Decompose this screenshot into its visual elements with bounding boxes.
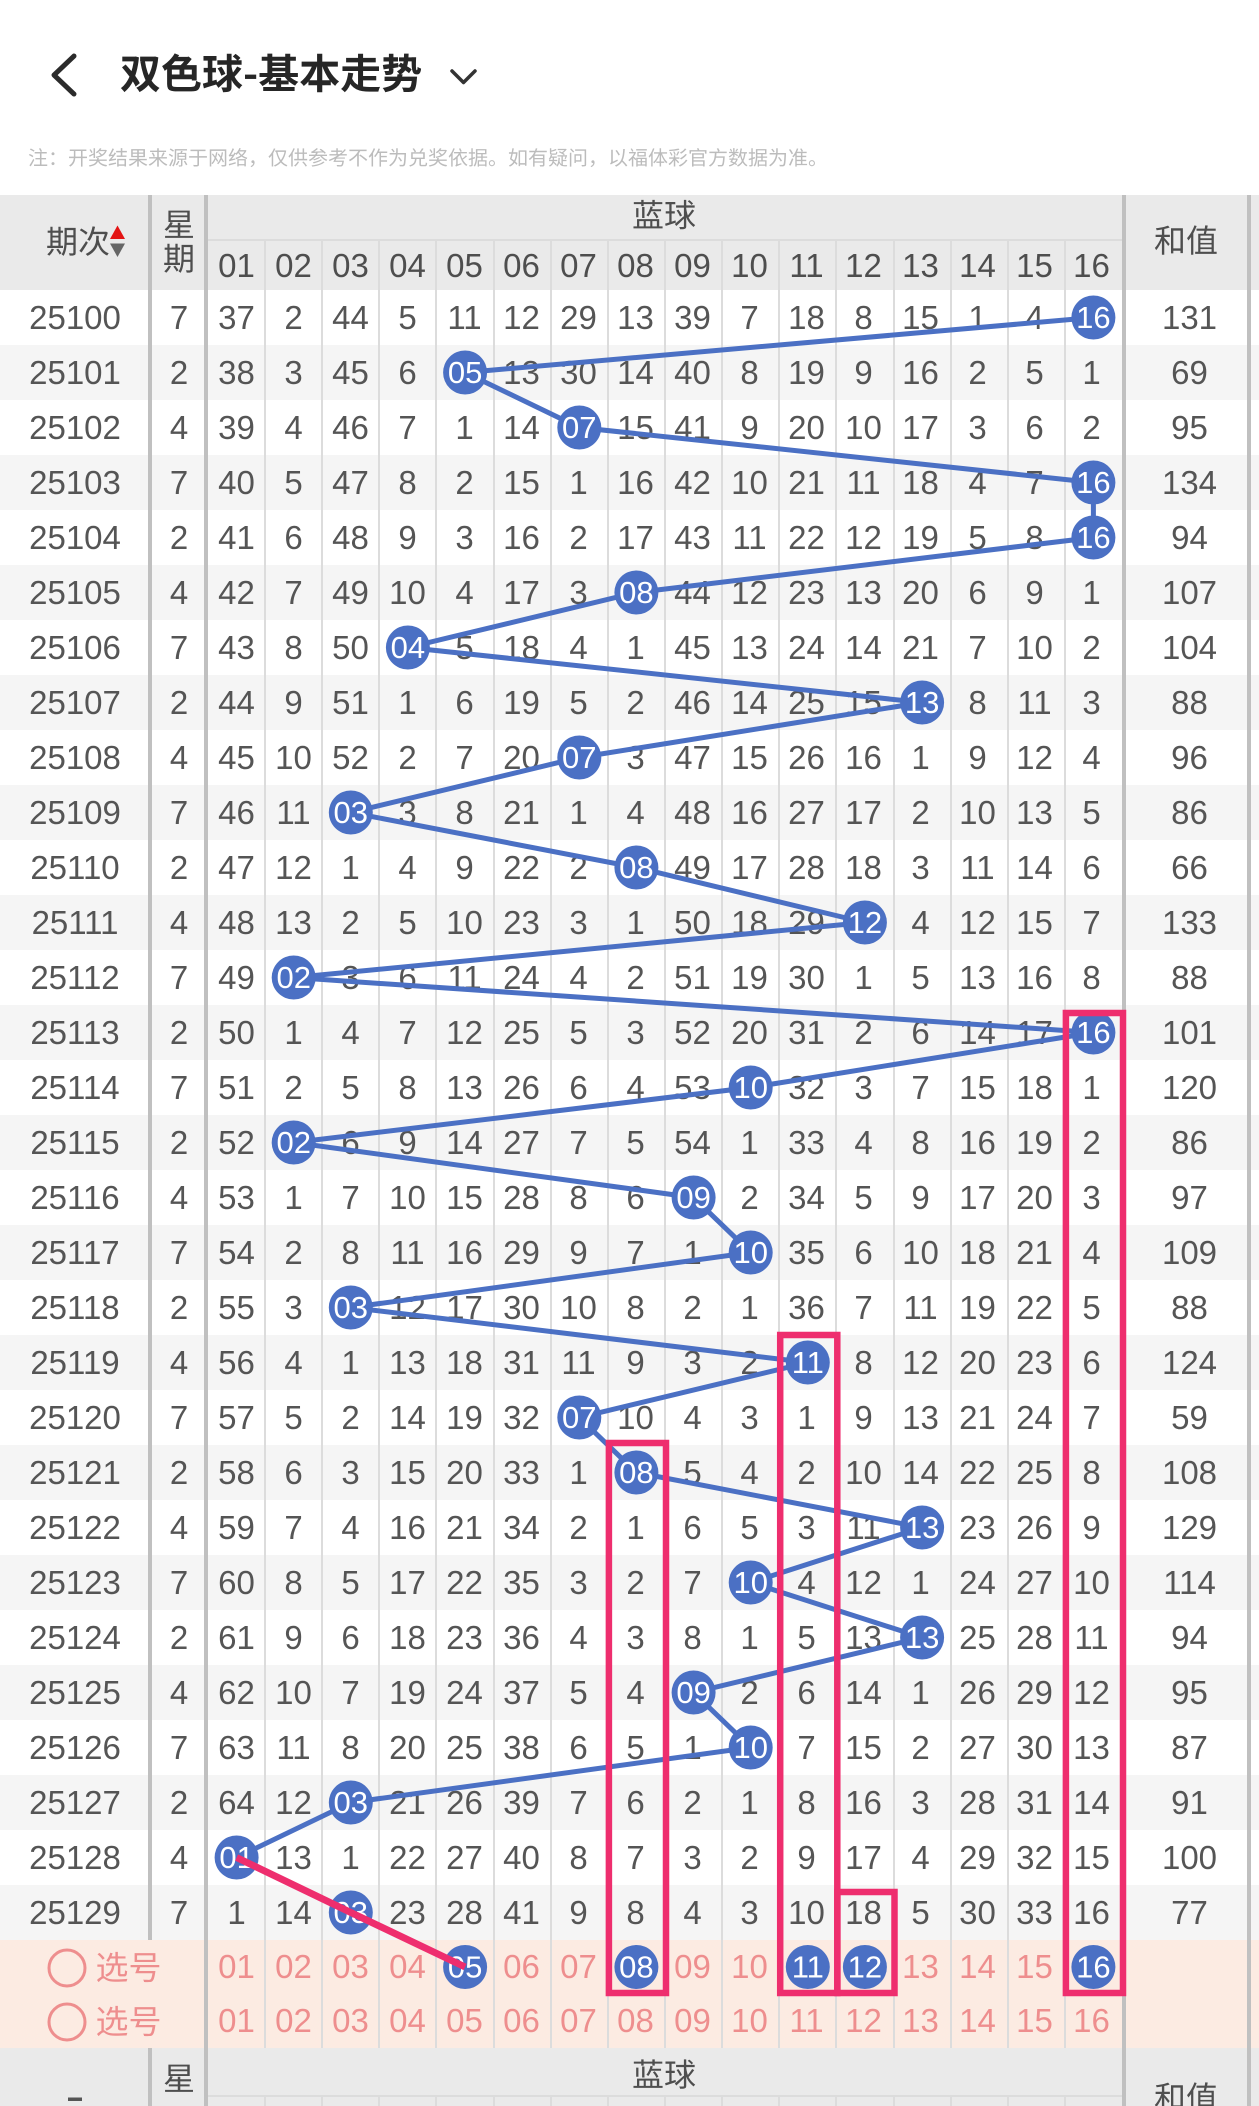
svg-text:03: 03 xyxy=(334,1290,368,1325)
svg-text:03: 03 xyxy=(334,1785,368,1820)
svg-text:16: 16 xyxy=(1076,465,1110,500)
svg-text:16: 16 xyxy=(1076,1950,1110,1985)
svg-text:09: 09 xyxy=(676,1675,710,1710)
svg-text:03: 03 xyxy=(334,795,368,830)
svg-text:02: 02 xyxy=(276,1125,310,1160)
svg-text:07: 07 xyxy=(562,1400,596,1435)
svg-text:02: 02 xyxy=(276,960,310,995)
svg-text:10: 10 xyxy=(733,1235,767,1270)
svg-text:11: 11 xyxy=(792,1345,824,1380)
svg-text:04: 04 xyxy=(391,630,425,665)
svg-text:10: 10 xyxy=(733,1070,767,1105)
svg-text:11: 11 xyxy=(792,1950,824,1985)
svg-text:16: 16 xyxy=(1076,1015,1110,1050)
svg-text:16: 16 xyxy=(1076,300,1110,335)
svg-text:12: 12 xyxy=(848,1950,882,1985)
svg-text:09: 09 xyxy=(676,1180,710,1215)
svg-text:13: 13 xyxy=(905,685,939,720)
svg-text:08: 08 xyxy=(619,575,653,610)
svg-text:10: 10 xyxy=(733,1565,767,1600)
svg-text:05: 05 xyxy=(448,355,482,390)
svg-text:07: 07 xyxy=(562,410,596,445)
svg-text:10: 10 xyxy=(733,1730,767,1765)
svg-text:08: 08 xyxy=(619,1950,653,1985)
svg-text:07: 07 xyxy=(562,740,596,775)
svg-text:08: 08 xyxy=(619,1455,653,1490)
svg-text:13: 13 xyxy=(905,1620,939,1655)
svg-text:13: 13 xyxy=(905,1510,939,1545)
svg-text:12: 12 xyxy=(848,905,882,940)
svg-text:16: 16 xyxy=(1076,520,1110,555)
svg-text:08: 08 xyxy=(619,850,653,885)
